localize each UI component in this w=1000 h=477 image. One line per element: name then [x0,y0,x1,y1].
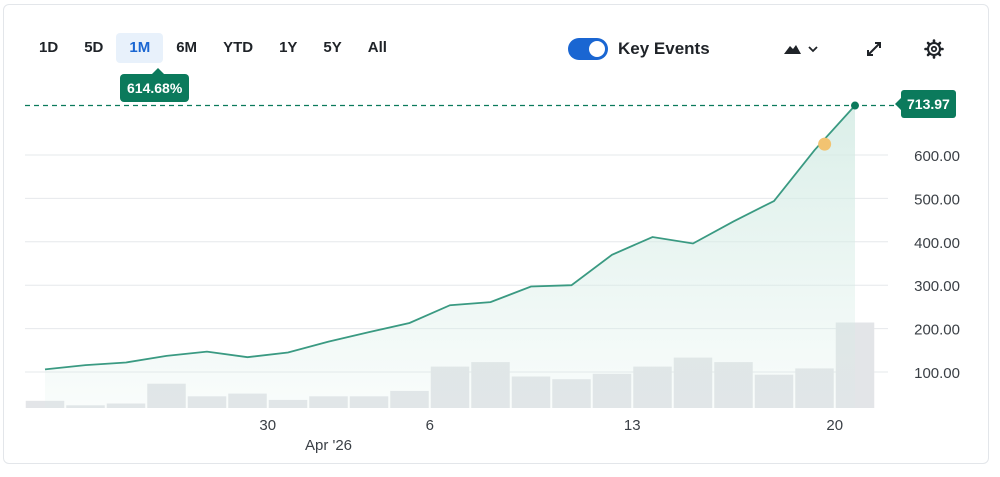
x-tick-label: 6 [426,417,434,434]
range-tab-all[interactable]: All [367,39,387,56]
last-point-dot [851,101,859,110]
range-tabs: 1D 5D 1M 6M YTD 1Y 5Y All [26,33,400,63]
range-tab-ytd[interactable]: YTD [223,39,254,56]
y-tick-label: 600.00 [914,148,960,165]
key-events-toggle[interactable] [568,38,608,60]
range-tab-6m[interactable]: 6M [176,39,198,56]
percent-change-badge: 614.68% [120,68,190,102]
price-area [45,105,855,408]
gear-icon [924,39,944,59]
y-tick-label: 300.00 [914,278,960,295]
expand-arrows-icon [867,42,881,56]
expand-button[interactable] [861,36,887,62]
y-tick-label: 200.00 [914,322,960,339]
x-tick-label: 20 [826,417,843,434]
range-tab-1m[interactable]: 1M [116,33,164,63]
range-tab-5y[interactable]: 5Y [323,39,342,56]
key-events-label: Key Events [618,39,710,58]
x-tick-label: 30 [259,417,276,434]
x-tick-label: 13 [624,417,641,434]
mountain-area-icon [784,45,818,54]
last-price-badge: 713.97 [895,90,956,118]
y-tick-label: 500.00 [914,191,960,208]
key-event-marker [818,137,832,151]
chart-type-button[interactable] [780,36,824,62]
x-month-label: Apr '26 [305,437,352,454]
settings-button[interactable] [921,36,947,62]
range-tab-1y[interactable]: 1Y [279,39,298,56]
toggle-knob [589,41,605,57]
range-tab-1d[interactable]: 1D [39,39,59,56]
range-tab-5d[interactable]: 5D [84,39,104,56]
y-tick-label: 400.00 [914,235,960,252]
price-line [44,104,856,371]
y-tick-label: 100.00 [914,365,960,382]
